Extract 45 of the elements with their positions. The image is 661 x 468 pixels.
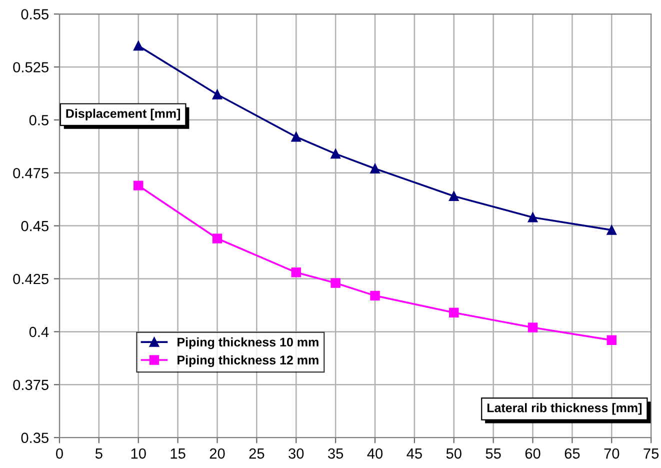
point [330, 148, 340, 159]
y-tick-label: 0.375 [13, 380, 48, 390]
x-tick-label: 50 [446, 448, 462, 459]
point [606, 225, 617, 235]
point [134, 180, 144, 190]
point [528, 322, 538, 332]
y-axis-title: Displacement [mm] [66, 108, 180, 120]
y-tick-label: 0.35 [21, 432, 48, 444]
x-tick-label: 5 [95, 448, 102, 459]
x-axis-title: Lateral rib thickness [mm] [487, 403, 642, 415]
point [330, 278, 340, 288]
point [134, 40, 144, 51]
point [370, 164, 380, 174]
x-tick-label: 75 [644, 448, 659, 459]
point [291, 268, 301, 278]
y-tick-label: 0.4 [29, 326, 49, 338]
x-tick-label: 15 [170, 448, 186, 459]
point [212, 90, 222, 100]
y-tick-label: 0.525 [13, 62, 48, 72]
x-tick-label: 25 [249, 448, 264, 459]
x-tick-label: 55 [486, 448, 501, 459]
point [291, 132, 301, 142]
point [449, 191, 459, 202]
x-tick-label: 40 [367, 448, 383, 459]
point [528, 212, 538, 222]
x-tick-label: 30 [288, 448, 304, 459]
point [370, 290, 380, 301]
x-tick-label: 45 [406, 448, 422, 459]
x-tick-label: 60 [525, 448, 540, 459]
x-tick-label: 10 [131, 448, 146, 459]
x-tick-label: 0 [56, 448, 63, 459]
y-tick-label: 0.5 [29, 115, 48, 126]
y-tick-label: 0.475 [13, 168, 48, 178]
y-tick-label: 0.45 [21, 220, 48, 232]
x-tick-label: 70 [604, 448, 620, 459]
y-tick-label: 0.425 [13, 274, 48, 284]
point [449, 308, 459, 318]
x-tick-label: 65 [564, 448, 580, 459]
legend-label: Piping thickness 12 mm [178, 355, 318, 368]
x-tick-label: 20 [210, 448, 225, 459]
legend-label: Piping thickness 10 mm [178, 337, 318, 350]
point [606, 335, 617, 346]
y-tick-label: 0.55 [21, 9, 48, 20]
x-tick-label: 35 [328, 448, 344, 459]
point [212, 234, 222, 244]
